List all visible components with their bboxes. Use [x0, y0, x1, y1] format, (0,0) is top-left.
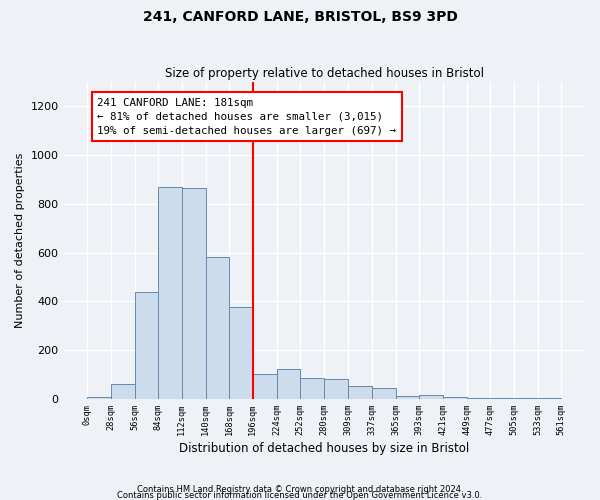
Bar: [372, 388, 395, 398]
Bar: [277, 368, 300, 398]
Text: 241 CANFORD LANE: 181sqm
← 81% of detached houses are smaller (3,015)
19% of sem: 241 CANFORD LANE: 181sqm ← 81% of detach…: [97, 98, 397, 136]
Bar: [134, 292, 158, 399]
Bar: [419, 395, 443, 398]
Bar: [158, 187, 182, 398]
Bar: [395, 396, 419, 398]
Text: 241, CANFORD LANE, BRISTOL, BS9 3PD: 241, CANFORD LANE, BRISTOL, BS9 3PD: [143, 10, 457, 24]
Y-axis label: Number of detached properties: Number of detached properties: [15, 152, 25, 328]
X-axis label: Distribution of detached houses by size in Bristol: Distribution of detached houses by size …: [179, 442, 469, 455]
Bar: [349, 386, 372, 398]
Bar: [253, 374, 277, 398]
Bar: [229, 308, 253, 398]
Bar: [206, 258, 229, 398]
Text: Contains public sector information licensed under the Open Government Licence v3: Contains public sector information licen…: [118, 490, 482, 500]
Bar: [111, 384, 134, 398]
Bar: [324, 379, 347, 398]
Bar: [182, 188, 206, 398]
Text: Contains HM Land Registry data © Crown copyright and database right 2024.: Contains HM Land Registry data © Crown c…: [137, 484, 463, 494]
Bar: [443, 397, 467, 398]
Bar: [300, 378, 324, 398]
Title: Size of property relative to detached houses in Bristol: Size of property relative to detached ho…: [165, 66, 484, 80]
